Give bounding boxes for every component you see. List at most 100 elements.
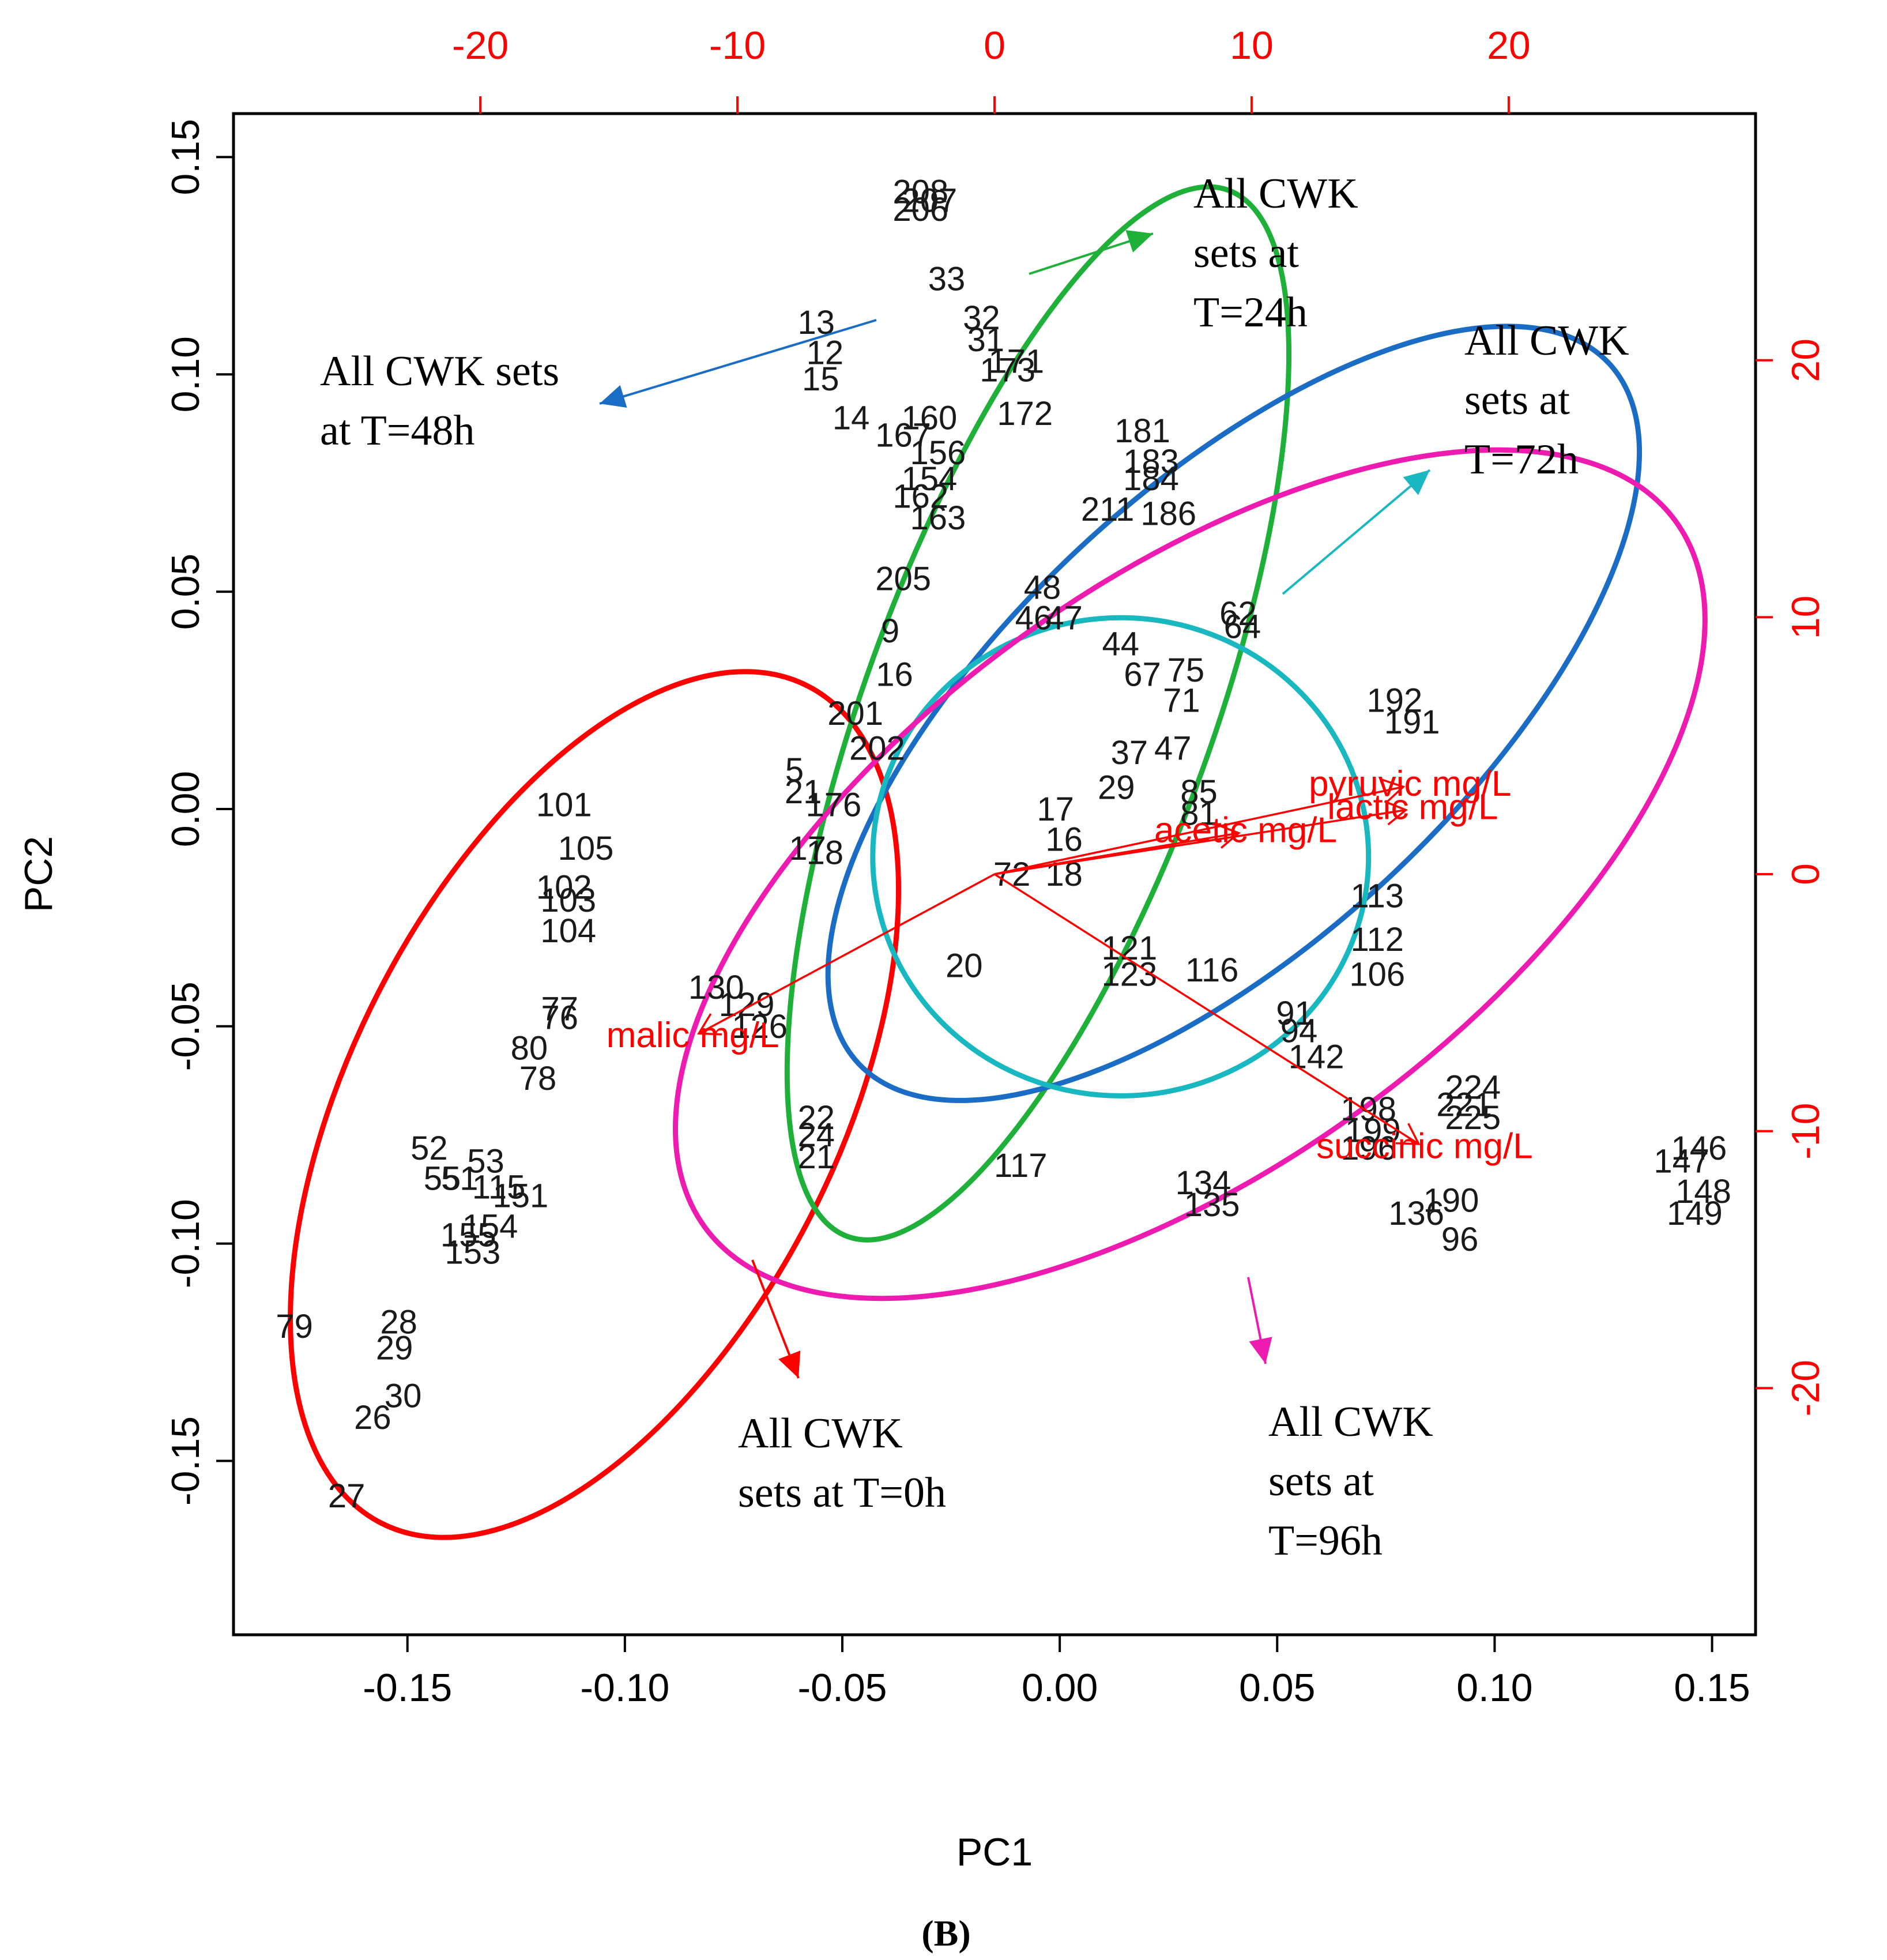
point-label: 31 [967, 321, 1005, 359]
point-label: 52 [410, 1130, 448, 1167]
point-label: 85 [1180, 773, 1218, 811]
point-label: 72 [993, 856, 1031, 893]
point-label: 101 [536, 786, 592, 823]
point-label: 183 [1123, 443, 1179, 480]
point-label: 149 [1667, 1195, 1723, 1232]
x-tick-label: 0.10 [1456, 1666, 1532, 1710]
loading-arrowhead [1216, 823, 1241, 849]
point-label: 190 [1423, 1182, 1479, 1219]
score-points: 2082062073332311731711721601671312151415… [276, 174, 1731, 1515]
point-label: 67 [1124, 656, 1161, 693]
right-tick-label: -10 [1784, 1103, 1828, 1159]
point-label: 207 [901, 182, 957, 220]
point-label: 28 [380, 1303, 417, 1341]
point-label: 16 [876, 656, 913, 693]
point-label: 171 [988, 343, 1044, 381]
ellipse-t96 [673, 447, 1708, 1301]
point-label: 202 [849, 729, 905, 767]
top-tick-label: -20 [452, 24, 509, 67]
point-label: 17 [789, 830, 826, 867]
point-label: 225 [1445, 1099, 1501, 1137]
point-label: 9 [881, 612, 899, 650]
point-label: 75 [1167, 652, 1205, 689]
point-label: 211 [1081, 491, 1134, 528]
annotation-t72: All CWK sets at T=72h [1464, 317, 1629, 483]
axes: -0.15 -0.10 -0.05 0.00 0.05 0.10 0.15 -0.15 -0.1… [164, 24, 1828, 1710]
top-tick-label: -10 [709, 24, 766, 67]
y-tick-label: -0.10 [164, 1199, 208, 1288]
point-label: 44 [1102, 626, 1139, 663]
point-label: 30 [385, 1377, 422, 1414]
point-label: 96 [1441, 1221, 1479, 1258]
loading-arrow [698, 873, 995, 1034]
point-label: 221 [1436, 1086, 1492, 1123]
point-label: 91 [1276, 995, 1313, 1032]
y-tick-label: 0.00 [164, 771, 208, 847]
point-label: 153 [445, 1234, 500, 1271]
x-tick-label: 0.05 [1239, 1666, 1315, 1710]
point-label: 103 [540, 882, 596, 919]
y-tick-label: 0.05 [164, 554, 208, 630]
loading-arrowhead [697, 1013, 722, 1036]
point-label: 46 [1015, 599, 1053, 637]
point-label: 14 [833, 400, 870, 437]
y-axis-label: PC2 [17, 836, 61, 912]
x-axis-label: PC1 [956, 1830, 1033, 1874]
y-tick-label: -0.15 [164, 1416, 208, 1506]
annotation-t48: All CWK sets at T=48h [320, 348, 559, 454]
point-label: 156 [910, 434, 966, 472]
annotation-arrow [599, 319, 877, 405]
point-label: 62 [1219, 595, 1257, 633]
point-label: 116 [1185, 951, 1238, 989]
point-label: 126 [732, 1008, 788, 1045]
point-label: 162 [892, 477, 948, 515]
point-label: 205 [875, 560, 931, 597]
point-label: 113 [1351, 878, 1404, 915]
x-tick-label: -0.05 [798, 1666, 887, 1710]
annotation-t0: All CWK sets at T=0h [738, 1410, 946, 1517]
point-label: 117 [994, 1147, 1047, 1184]
point-label: 155 [440, 1217, 496, 1254]
point-label: 26 [354, 1399, 391, 1436]
point-label: 142 [1289, 1039, 1344, 1076]
point-label: 47 [1045, 599, 1083, 637]
point-label: 163 [910, 499, 966, 537]
loading-label: malic mg/L [607, 1015, 779, 1055]
point-label: 199 [1345, 1112, 1401, 1150]
right-tick-label: 20 [1784, 338, 1828, 382]
group-annotations: All CWK sets at T=0h All CWK sets at T=24h Al… [320, 170, 1629, 1564]
point-label: 176 [806, 786, 862, 823]
point-label: 20 [946, 947, 983, 984]
point-label: 154 [462, 1208, 518, 1246]
y-tick-label: 0.10 [164, 336, 208, 412]
annotation-t24: All CWK sets at T=24h [1193, 170, 1358, 336]
point-label: 29 [1098, 769, 1135, 806]
point-label: 15 [802, 360, 839, 398]
point-label: 18 [807, 834, 844, 871]
point-label: 184 [1123, 460, 1179, 498]
annotation-t96: All CWK sets at T=96h [1268, 1398, 1433, 1564]
point-label: 123 [1101, 955, 1157, 993]
point-label: 53 [467, 1142, 504, 1180]
point-label: 201 [827, 695, 883, 732]
point-label: 147 [1654, 1142, 1709, 1180]
point-label: 151 [492, 1177, 548, 1215]
annotation-arrowhead [600, 385, 627, 408]
annotation-arrow [1282, 469, 1431, 595]
point-label: 146 [1671, 1130, 1727, 1167]
point-label: 47 [1154, 729, 1192, 767]
point-label: 224 [1445, 1069, 1501, 1106]
point-label: 76 [541, 999, 578, 1037]
loading-arrowhead [1381, 778, 1406, 803]
point-label: 130 [688, 969, 744, 1006]
point-label: 172 [997, 395, 1053, 432]
annotation-arrowhead [1249, 1337, 1272, 1364]
point-label: 27 [328, 1477, 366, 1515]
point-label: 64 [1224, 608, 1261, 645]
point-label: 148 [1675, 1173, 1731, 1210]
y-tick-label: -0.05 [164, 981, 208, 1071]
point-label: 102 [536, 869, 592, 906]
annotation-arrowhead [778, 1350, 801, 1378]
x-tick-label: -0.10 [580, 1666, 669, 1710]
